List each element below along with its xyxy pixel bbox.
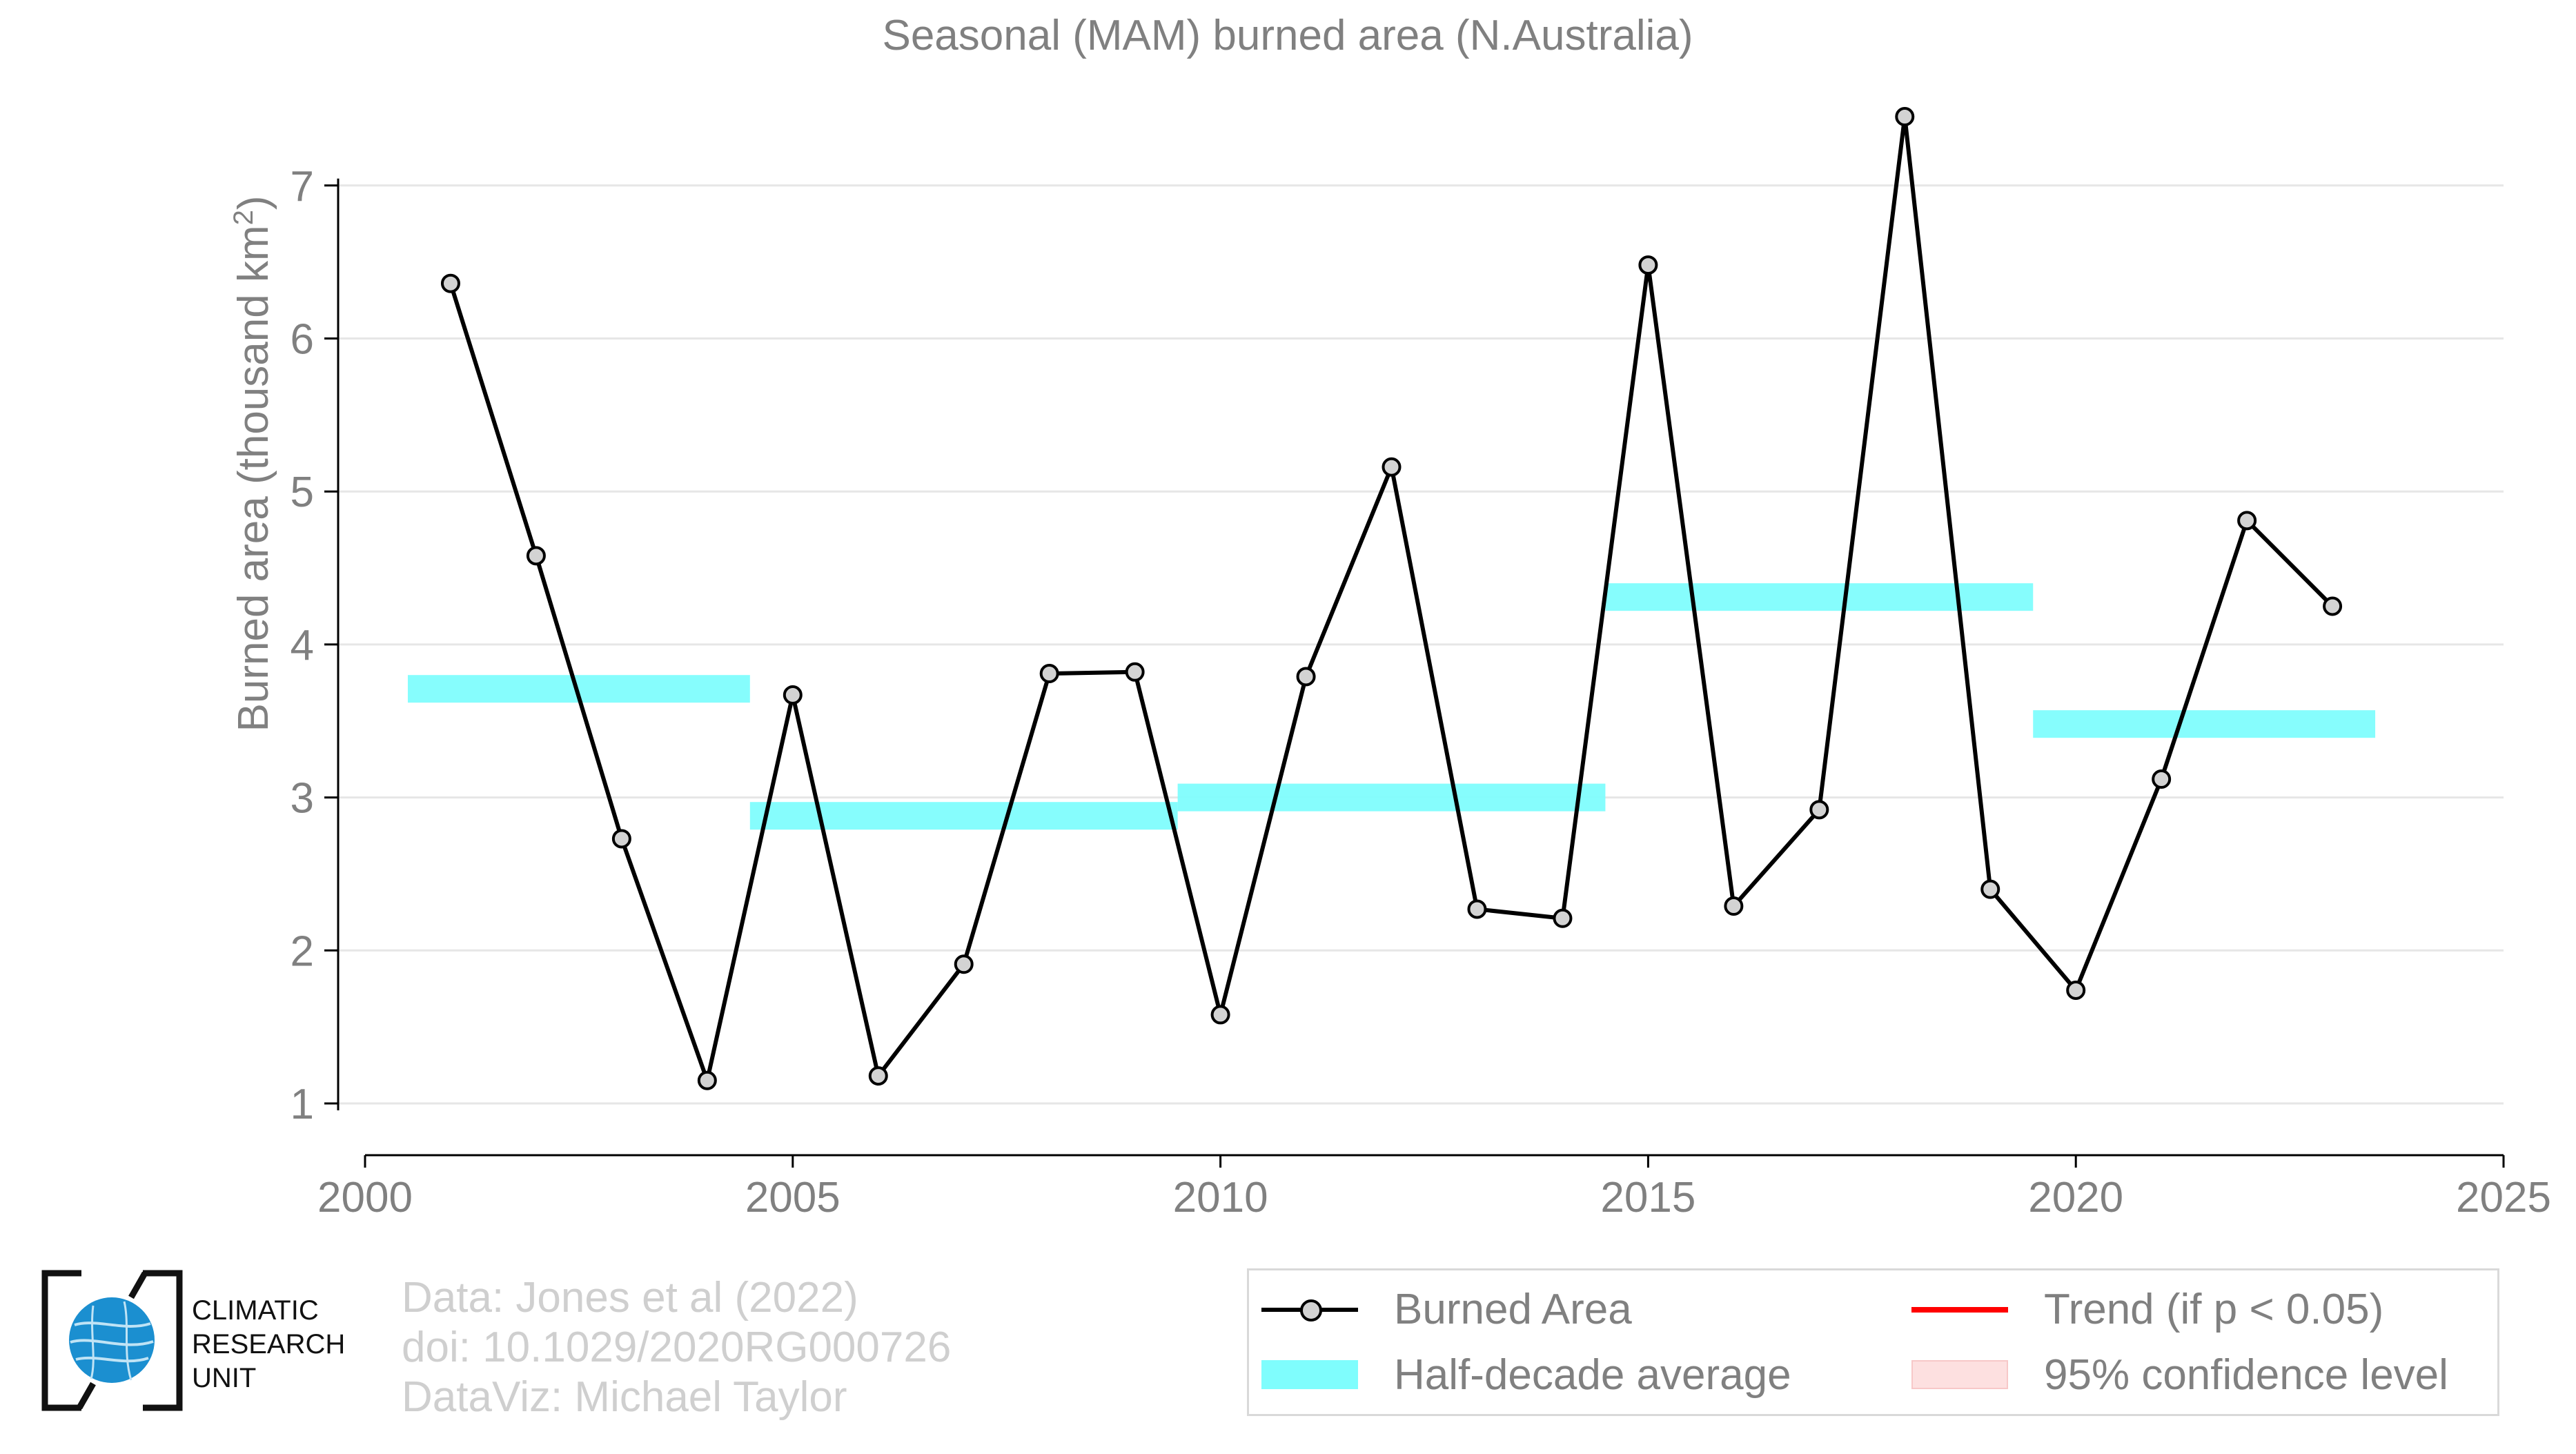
data-point-2023 (2323, 596, 2343, 616)
data-point-2017 (1809, 800, 1829, 820)
y-tick-label-3: 3 (291, 775, 314, 823)
data-point-2010 (1210, 1005, 1230, 1025)
chart-title: Seasonal (MAM) burned area (N.Australia) (882, 12, 1693, 59)
grid (335, 184, 2504, 1105)
legend-swatch-trend (1911, 1284, 2008, 1334)
half-decade-bar-4 (1605, 583, 2034, 611)
data-point-2002 (526, 546, 546, 566)
y-tick-label-4: 4 (291, 622, 314, 669)
data-credits: Data: Jones et al (2022) doi: 10.1029/20… (402, 1273, 951, 1422)
data-point-2013 (1467, 899, 1487, 919)
data-point-2005 (783, 685, 803, 705)
logo-line-1: CLIMATIC (192, 1295, 319, 1326)
data-point-2012 (1382, 457, 1402, 477)
x-tick-label-2020: 2020 (2028, 1174, 2123, 1221)
legend-swatch-half-decade (1261, 1360, 1358, 1389)
series-burned-area (440, 107, 2343, 1090)
globe-icon (41, 1270, 183, 1411)
credit-doi: doi: 10.1029/2020RG000726 (402, 1324, 952, 1371)
y-tick-label-6: 6 (291, 316, 314, 364)
x-tick-label-2010: 2010 (1173, 1174, 1268, 1221)
legend-item-trend: Trend (if p < 0.05) (1911, 1284, 2383, 1334)
logo-line-2: RESEARCH (192, 1329, 346, 1359)
data-point-2007 (954, 954, 974, 974)
y-axis-label-main: Burned area (thousand km (230, 225, 277, 731)
logo-text: CLIMATIC RESEARCH UNIT (192, 1294, 345, 1395)
legend-swatch-confidence (1911, 1360, 2008, 1389)
data-point-2003 (611, 829, 631, 849)
half-decade-bands (407, 583, 2376, 830)
legend-swatch-burned-area (1261, 1284, 1358, 1334)
y-axis-label-tail: ) (230, 195, 277, 210)
burned-area-line (449, 115, 2334, 1083)
legend-label-confidence: 95% confidence level (2044, 1350, 2448, 1399)
x-tick-label-2000: 2000 (317, 1174, 413, 1221)
credit-dataviz: DataViz: Michael Taylor (402, 1373, 847, 1421)
x-tick-label-2005: 2005 (745, 1174, 840, 1221)
half-decade-bar-2 (749, 802, 1178, 830)
data-point-2018 (1895, 107, 1915, 127)
x-tick-label-2025: 2025 (2456, 1174, 2551, 1221)
legend-label-trend: Trend (if p < 0.05) (2044, 1285, 2384, 1333)
axes: 1 2 3 4 5 6 7 2000 2005 2010 2015 2020 2025 (291, 163, 2551, 1221)
data-point-2008 (1039, 664, 1059, 684)
credit-data-source: Data: Jones et al (2022) (402, 1274, 858, 1322)
legend-item-half-decade: Half-decade average (1261, 1350, 1791, 1399)
legend: Burned Area Trend (if p < 0.05) Half-dec… (1247, 1268, 2499, 1416)
y-tick-label-1: 1 (291, 1081, 314, 1128)
data-point-2015 (1638, 255, 1658, 275)
y-tick-label-2: 2 (291, 927, 314, 975)
y-tick-label-7: 7 (291, 163, 314, 210)
y-axis-label: Burned area (thousand km2) (228, 195, 277, 731)
data-point-2004 (697, 1070, 717, 1090)
data-point-2001 (440, 273, 460, 293)
legend-label-half-decade: Half-decade average (1394, 1350, 1791, 1399)
cru-logo (41, 1270, 183, 1411)
logo-line-3: UNIT (192, 1363, 257, 1393)
legend-item-burned-area: Burned Area (1261, 1284, 1632, 1334)
legend-label-burned-area: Burned Area (1394, 1285, 1632, 1333)
y-axis-label-sup: 2 (228, 210, 259, 225)
data-point-2022 (2237, 511, 2257, 531)
data-point-2011 (1296, 667, 1316, 687)
data-point-2006 (868, 1066, 888, 1086)
half-decade-bar-5 (2033, 710, 2376, 738)
data-point-2009 (1125, 662, 1145, 682)
data-point-2021 (2152, 769, 2172, 789)
legend-item-confidence: 95% confidence level (1911, 1350, 2448, 1399)
x-tick-label-2015: 2015 (1600, 1174, 1695, 1221)
half-decade-bar-3 (1177, 783, 1606, 812)
data-point-2016 (1724, 896, 1744, 916)
data-point-2019 (1980, 879, 2000, 899)
data-point-2014 (1553, 908, 1573, 928)
y-tick-label-5: 5 (291, 469, 314, 516)
data-point-2020 (2066, 980, 2086, 1000)
